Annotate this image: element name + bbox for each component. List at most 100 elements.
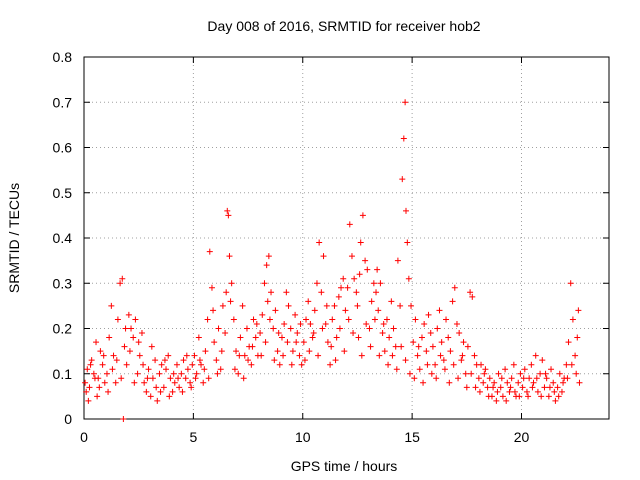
data-point	[353, 289, 360, 296]
data-point	[503, 397, 510, 404]
data-point	[519, 384, 526, 391]
data-point	[263, 262, 270, 269]
data-point	[331, 302, 338, 309]
data-point	[141, 379, 148, 386]
data-point	[231, 366, 238, 373]
data-point	[532, 352, 539, 359]
data-point	[375, 307, 382, 314]
data-point	[429, 343, 436, 350]
data-point	[418, 334, 425, 341]
data-point	[225, 212, 232, 219]
data-point	[507, 384, 514, 391]
data-point	[332, 357, 339, 364]
data-point	[377, 280, 384, 287]
y-tick-label: 0.6	[53, 140, 73, 156]
data-point	[556, 370, 563, 377]
data-point	[335, 293, 342, 300]
data-point	[397, 302, 404, 309]
data-point	[319, 325, 326, 332]
data-point	[322, 320, 329, 327]
data-point	[374, 266, 381, 273]
y-tick-label: 0.5	[53, 185, 73, 201]
data-point	[113, 357, 120, 364]
data-point	[408, 302, 415, 309]
data-point	[126, 348, 133, 355]
data-point	[574, 334, 581, 341]
data-point	[204, 316, 211, 323]
data-point	[301, 357, 308, 364]
data-point	[176, 384, 183, 391]
data-point	[411, 375, 418, 382]
data-point	[383, 316, 390, 323]
data-point	[145, 366, 152, 373]
data-point	[538, 393, 545, 400]
data-point	[257, 330, 264, 337]
data-point	[376, 352, 383, 359]
grid-lines	[84, 57, 609, 419]
y-tick-label: 0.3	[53, 275, 73, 291]
data-point	[149, 375, 156, 382]
data-point	[237, 334, 244, 341]
data-point	[363, 320, 370, 327]
data-point	[425, 311, 432, 318]
data-point	[481, 370, 488, 377]
data-point	[258, 352, 265, 359]
data-point	[421, 320, 428, 327]
data-point	[548, 366, 555, 373]
data-point	[493, 397, 500, 404]
data-point	[88, 357, 95, 364]
data-point	[87, 361, 94, 368]
data-point	[436, 307, 443, 314]
data-point	[403, 207, 409, 214]
data-point	[476, 388, 483, 395]
data-point	[336, 325, 343, 332]
data-point	[315, 352, 322, 359]
data-point	[161, 357, 168, 364]
data-point	[160, 384, 167, 391]
data-point	[575, 307, 582, 314]
data-point	[537, 370, 544, 377]
data-point	[193, 370, 200, 377]
data-point	[371, 316, 378, 323]
data-point	[459, 352, 466, 359]
data-point	[541, 384, 548, 391]
data-point	[451, 284, 458, 291]
data-point	[463, 384, 470, 391]
data-point	[119, 275, 126, 282]
y-tick-label: 0.7	[53, 94, 73, 110]
data-point	[297, 320, 304, 327]
data-point	[475, 375, 482, 382]
data-point	[404, 239, 411, 246]
data-point	[249, 343, 256, 350]
data-point	[340, 275, 347, 282]
data-point	[467, 289, 474, 296]
data-point	[386, 334, 393, 341]
data-point	[389, 352, 396, 359]
data-point	[333, 334, 340, 341]
data-point	[539, 357, 546, 364]
data-point	[152, 357, 159, 364]
data-point	[469, 293, 476, 300]
data-point	[356, 271, 363, 278]
data-point	[153, 384, 160, 391]
data-point	[241, 352, 248, 359]
data-point	[250, 316, 257, 323]
data-point	[175, 375, 182, 382]
data-point	[106, 334, 113, 341]
y-tick-label: 0.1	[53, 366, 73, 382]
data-point	[226, 253, 233, 260]
data-point	[364, 266, 371, 273]
data-point	[359, 212, 366, 219]
data-point	[441, 366, 448, 373]
data-point	[449, 298, 456, 305]
data-point	[108, 302, 115, 309]
data-point	[94, 393, 101, 400]
data-point	[502, 366, 509, 373]
data-point	[443, 316, 450, 323]
data-point	[105, 388, 112, 395]
data-point	[564, 375, 571, 382]
data-point	[420, 379, 427, 386]
data-point	[416, 366, 423, 373]
data-point	[266, 316, 273, 323]
